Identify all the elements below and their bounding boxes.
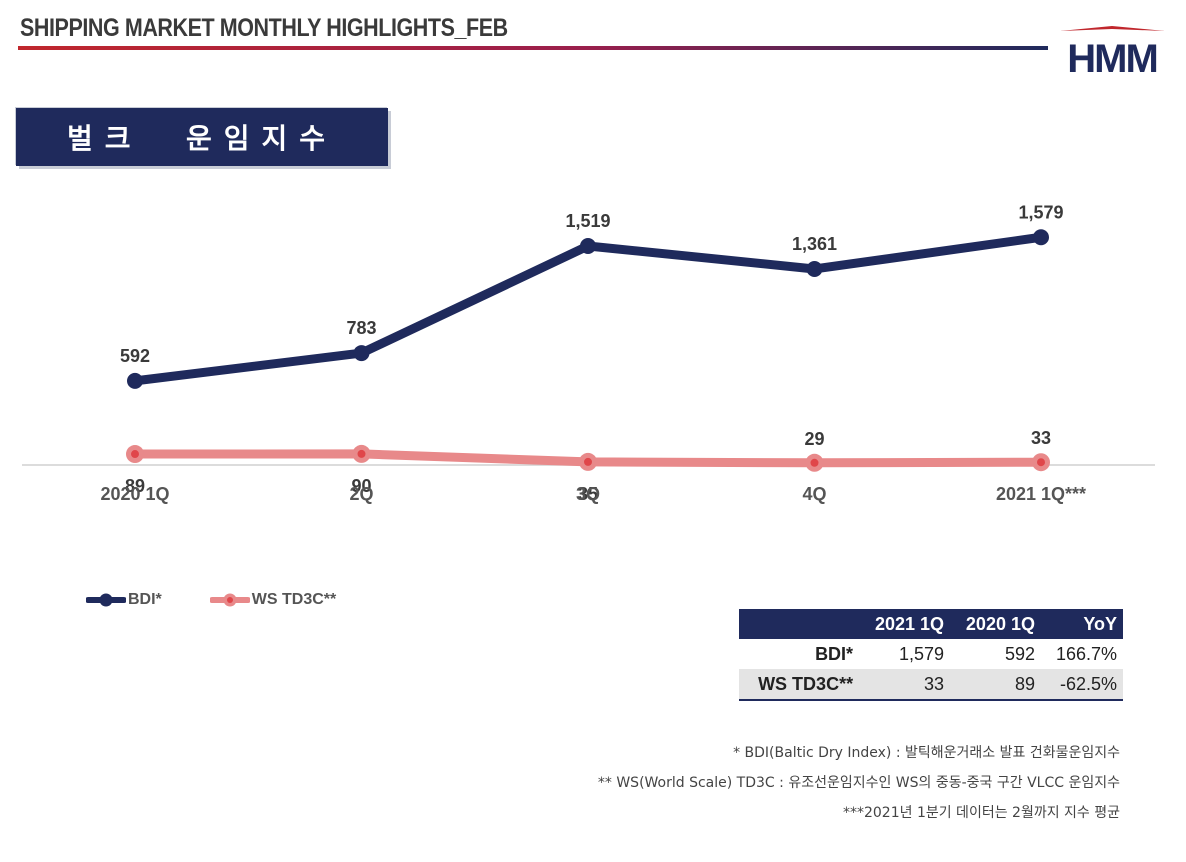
data-label-ws: 35 xyxy=(578,484,598,504)
table-row-name: WS TD3C** xyxy=(739,669,860,700)
footnotes: * BDI(Baltic Dry Index) : 발틱해운거래소 발표 건화물… xyxy=(598,738,1120,828)
table-cell: 33 xyxy=(859,669,951,700)
x-tick-label: 2021 1Q*** xyxy=(996,484,1086,504)
footnote: * BDI(Baltic Dry Index) : 발틱해운거래소 발표 건화물… xyxy=(733,745,1120,761)
data-label-bdi: 783 xyxy=(346,318,376,338)
table-cell: 592 xyxy=(1004,643,1035,664)
footnote: ** WS(World Scale) TD3C : 유조선운임지수인 WS의 중… xyxy=(597,775,1120,791)
data-point-center-ws xyxy=(1037,458,1045,467)
svg-text:HMM: HMM xyxy=(1067,37,1157,78)
data-point-center-ws xyxy=(131,450,139,459)
data-label-bdi: 1,361 xyxy=(792,234,837,254)
data-point-bdi xyxy=(127,372,143,389)
footnote: ***2021년 1분기 데이터는 2월까지 지수 평균 xyxy=(842,805,1120,821)
header-rule xyxy=(18,46,1048,50)
data-point-bdi xyxy=(353,345,370,362)
x-tick-label: 2Q xyxy=(349,484,373,504)
data-point-bdi xyxy=(806,260,823,277)
section-title: 벌크 운임지수 xyxy=(66,122,338,155)
page-title: SHIPPING MARKET MONTHLY HIGHLIGHTS_FEB xyxy=(20,14,508,42)
data-point-center-ws xyxy=(584,457,592,466)
data-label-ws: 33 xyxy=(1031,428,1051,448)
data-point-bdi xyxy=(1033,229,1049,246)
summary-table: 2021 1Q 2020 1Q YoY BDI* 1,579 592 166.7… xyxy=(739,609,1123,701)
data-label-bdi: 1,519 xyxy=(565,211,610,231)
x-tick-label: 2020 1Q xyxy=(100,484,169,504)
data-label-ws: 29 xyxy=(804,429,824,449)
hmm-logo: HMM xyxy=(1060,26,1165,78)
x-tick-label: 3Q xyxy=(576,484,600,504)
table-row: BDI* 1,579 592 166.7% xyxy=(739,639,1123,669)
table-header-blank xyxy=(739,609,860,639)
chart-legend: BDI* WS TD3C** xyxy=(86,588,336,612)
data-label-bdi: 1,579 xyxy=(1018,202,1063,222)
table-header-2021q1: 2021 1Q xyxy=(859,609,951,639)
table-cell: 89 xyxy=(950,669,1041,700)
legend-label-ws: WS TD3C** xyxy=(251,591,337,608)
x-tick-label: 4Q xyxy=(802,484,826,504)
data-point-bdi xyxy=(580,237,596,254)
data-label-ws: 90 xyxy=(351,476,371,496)
data-label-bdi: 592 xyxy=(120,346,150,366)
legend-label-bdi: BDI* xyxy=(128,591,162,608)
table-header-2020q1: 2020 1Q xyxy=(950,609,1041,639)
legend-item-ws: WS TD3C** xyxy=(209,591,337,609)
table-row: WS TD3C** 33 89 -62.5% xyxy=(739,669,1123,700)
legend-bdi-marker-icon xyxy=(86,593,126,607)
table-cell: 166.7% xyxy=(1055,643,1117,664)
table-cell: 1,579 xyxy=(898,643,945,664)
data-point-center-ws xyxy=(357,449,366,458)
section-title-box: 벌크 운임지수 xyxy=(16,108,388,166)
table-header-row: 2021 1Q 2020 1Q YoY xyxy=(739,609,1123,639)
table-cell: -62.5% xyxy=(1040,669,1123,700)
table-row-name: BDI* xyxy=(815,643,854,664)
table-header-yoy: YoY xyxy=(1040,609,1123,639)
data-label-ws: 89 xyxy=(125,476,145,496)
legend-item-bdi: BDI* xyxy=(86,591,162,609)
freight-index-chart: 592 783 1,519 1,361 1,579 89 90 35 29 33 2020 1Q 2Q… xyxy=(22,202,1155,504)
data-point-center-ws xyxy=(810,458,819,467)
legend-ws-marker-icon xyxy=(209,593,250,607)
series-line-bdi xyxy=(130,232,1046,386)
